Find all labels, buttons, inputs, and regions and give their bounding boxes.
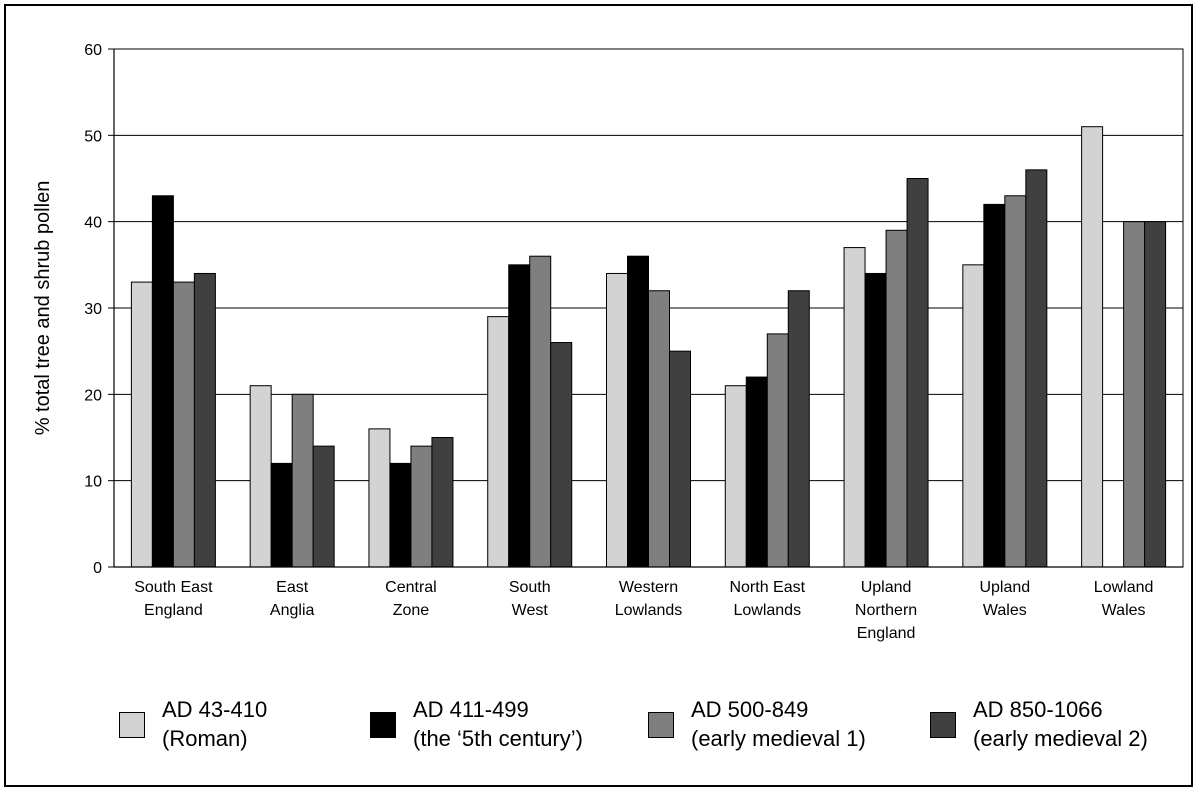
bar-5-2 (766, 333, 789, 568)
x-category-label-3-0: South (509, 579, 551, 596)
y-tick-label-20: 20 (84, 387, 102, 404)
bar-3-3 (550, 342, 573, 568)
y-tick-label-0: 0 (93, 560, 102, 577)
bar-6-2 (885, 229, 908, 568)
x-category-label-4-0: Western (619, 579, 678, 596)
x-category-label-6-1: Northern (855, 602, 917, 619)
bar-8-3 (1144, 221, 1167, 568)
bar-7-2 (1004, 195, 1027, 568)
x-category-label-1-1: Anglia (270, 602, 315, 619)
legend-label-early-medieval-1: AD 500-849 (early medieval 1) (691, 697, 866, 751)
bar-1-1 (270, 462, 293, 568)
bar-0-0 (130, 281, 153, 568)
legend-swatch-early-medieval-2 (930, 712, 956, 738)
y-tick-label-40: 40 (84, 215, 102, 232)
x-category-label-1-0: East (276, 579, 309, 596)
x-category-label-8-0: Lowland (1094, 579, 1154, 596)
x-category-label-2-0: Central (385, 579, 437, 596)
bar-2-1 (389, 462, 412, 568)
bar-5-1 (745, 376, 768, 568)
x-category-label-7-0: Upland (979, 579, 1030, 596)
bar-7-3 (1025, 169, 1048, 568)
bar-4-1 (627, 255, 649, 568)
x-category-label-6-0: Upland (861, 579, 912, 596)
legend-swatch-5th-century (370, 712, 396, 738)
y-tick-label-30: 30 (84, 301, 102, 318)
bar-6-0 (843, 247, 866, 568)
x-category-label-5-0: North East (729, 579, 805, 596)
bar-0-1 (151, 195, 174, 568)
bar-3-2 (529, 255, 552, 568)
x-category-label-0-1: England (144, 602, 203, 619)
bar-1-2 (291, 393, 314, 568)
legend-swatch-early-medieval-1 (648, 712, 674, 738)
bar-3-1 (508, 264, 531, 568)
x-category-label-3-1: West (512, 602, 549, 619)
bar-8-2 (1123, 221, 1146, 568)
legend-label-roman: AD 43-410 (Roman) (162, 697, 268, 751)
x-category-label-0-0: South East (134, 579, 213, 596)
bar-0-3 (193, 272, 216, 568)
bar-7-1 (983, 203, 1006, 568)
legend-label-early-medieval-2: AD 850-1066 (early medieval 2) (973, 697, 1148, 751)
legend: AD 43-410 (Roman) AD 411-499 (the ‘5th c… (0, 695, 1200, 765)
bar-4-2 (648, 290, 670, 568)
x-category-label-6-2: England (857, 625, 916, 642)
legend-label-5th-century: AD 411-499 (the ‘5th century’) (413, 697, 583, 751)
bar-2-0 (368, 428, 391, 568)
bar-2-2 (410, 445, 433, 568)
bar-1-0 (249, 385, 272, 568)
x-category-label-4-1: Lowlands (615, 602, 683, 619)
bar-6-1 (864, 272, 887, 568)
x-category-label-2-1: Zone (393, 602, 430, 619)
bar-5-0 (724, 385, 747, 568)
bar-4-0 (606, 272, 628, 568)
x-category-label-8-1: Wales (1102, 602, 1146, 619)
bar-6-3 (906, 178, 929, 568)
bar-3-0 (487, 316, 510, 568)
bar-5-3 (787, 290, 810, 568)
x-category-label-7-1: Wales (983, 602, 1027, 619)
y-tick-label-60: 60 (84, 42, 102, 59)
bar-2-3 (431, 437, 454, 568)
legend-swatch-roman (119, 712, 145, 738)
x-category-label-5-1: Lowlands (733, 602, 801, 619)
bar-7-0 (962, 264, 985, 568)
bar-0-2 (172, 281, 195, 568)
bar-4-3 (669, 350, 691, 568)
y-axis-label: % total tree and shrub pollen (32, 181, 54, 436)
y-tick-label-50: 50 (84, 128, 102, 145)
bar-1-3 (312, 445, 335, 568)
bar-8-0 (1081, 126, 1104, 568)
y-tick-label-10: 10 (84, 474, 102, 491)
